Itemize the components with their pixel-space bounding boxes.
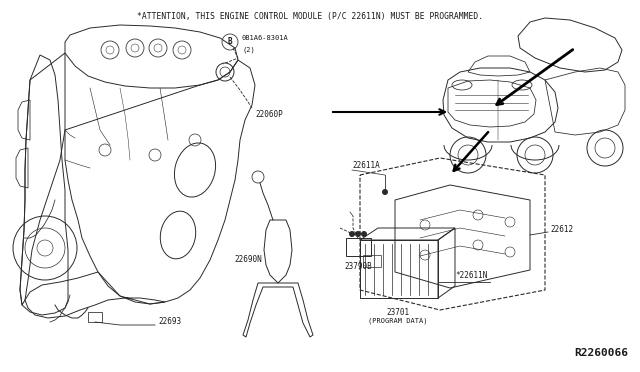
Bar: [346, 238, 371, 256]
Text: 22611A: 22611A: [352, 161, 380, 170]
Text: *ATTENTION, THIS ENGINE CONTROL MODULE (P/C 22611N) MUST BE PROGRAMMED.: *ATTENTION, THIS ENGINE CONTROL MODULE (…: [137, 12, 483, 21]
Text: *22611N: *22611N: [455, 270, 488, 279]
Text: (PROGRAM DATA): (PROGRAM DATA): [368, 318, 428, 324]
Text: (2): (2): [242, 47, 255, 53]
Text: B: B: [228, 38, 232, 46]
Bar: [363, 255, 381, 267]
Text: 22693: 22693: [158, 317, 181, 327]
Text: R2260066: R2260066: [574, 348, 628, 358]
Text: 22612: 22612: [550, 225, 573, 234]
Text: 0B1A6-8301A: 0B1A6-8301A: [242, 35, 289, 41]
Text: 22060P: 22060P: [255, 110, 283, 119]
Circle shape: [361, 231, 367, 237]
Bar: [360, 240, 438, 298]
Text: 23701: 23701: [387, 308, 410, 317]
Bar: [88, 312, 102, 322]
Circle shape: [355, 231, 361, 237]
Circle shape: [349, 231, 355, 237]
Text: 23790B: 23790B: [344, 262, 372, 271]
Text: 22690N: 22690N: [234, 255, 262, 264]
Circle shape: [382, 189, 388, 195]
